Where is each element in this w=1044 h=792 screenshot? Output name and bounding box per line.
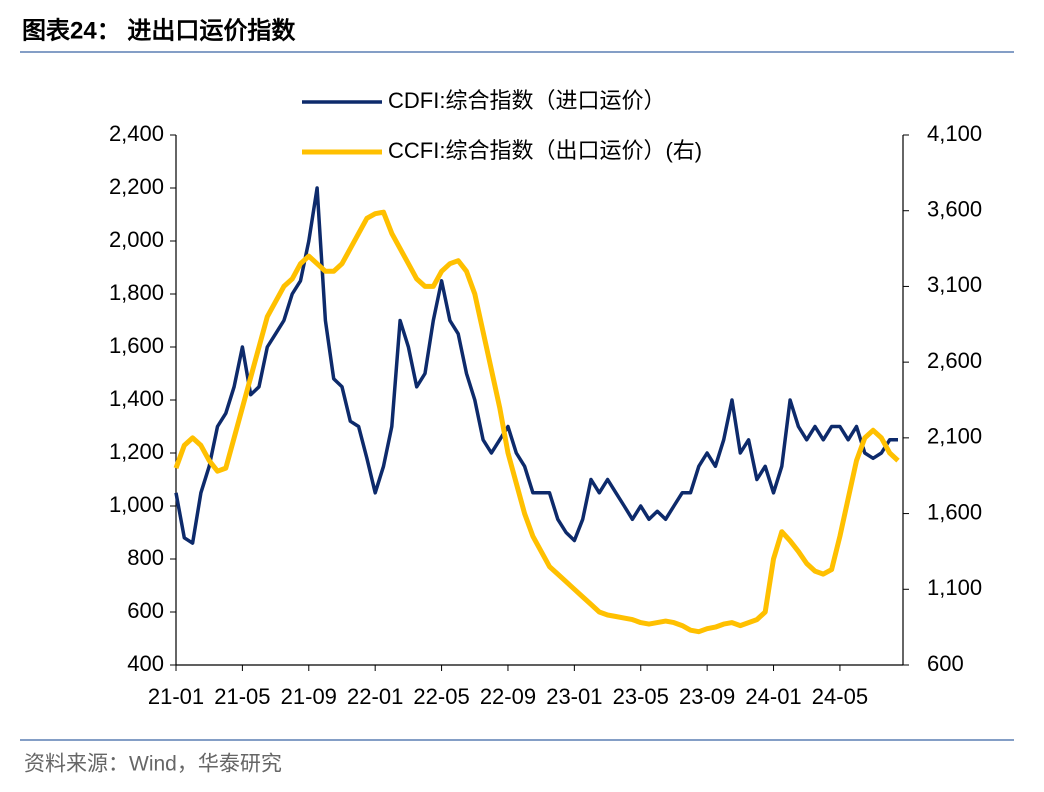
y-tick-label: 2,400 xyxy=(109,121,164,146)
x-tick-label: 23-09 xyxy=(679,684,735,709)
y2-tick-label: 2,600 xyxy=(927,348,982,373)
y-tick-label: 600 xyxy=(127,598,164,623)
x-tick-label: 21-05 xyxy=(214,684,270,709)
y2-tick-label: 1,100 xyxy=(927,575,982,600)
y-tick-label: 2,000 xyxy=(109,227,164,252)
x-tick-label: 22-09 xyxy=(480,684,536,709)
y-tick-label: 400 xyxy=(127,651,164,676)
y-tick-label: 1,200 xyxy=(109,439,164,464)
x-tick-label: 23-05 xyxy=(613,684,669,709)
series-line xyxy=(173,209,900,635)
x-tick-label: 21-09 xyxy=(281,684,337,709)
legend-label: CCFI:综合指数（出口运价）(右) xyxy=(388,138,702,163)
legend-label: CDFI:综合指数（进口运价） xyxy=(388,88,665,113)
x-tick-label: 23-01 xyxy=(546,684,602,709)
y-tick-label: 1,600 xyxy=(109,333,164,358)
series-line xyxy=(174,186,898,545)
y-tick-label: 800 xyxy=(127,545,164,570)
chart-title: 图表24： 进出口运价指数 xyxy=(22,17,296,44)
y2-tick-label: 600 xyxy=(927,651,964,676)
y-tick-label: 2,200 xyxy=(109,174,164,199)
y-tick-label: 1,000 xyxy=(109,492,164,517)
x-tick-label: 22-05 xyxy=(413,684,469,709)
y2-tick-label: 3,100 xyxy=(927,272,982,297)
y2-tick-label: 3,600 xyxy=(927,197,982,222)
y2-tick-label: 1,600 xyxy=(927,499,982,524)
x-tick-label: 24-01 xyxy=(745,684,801,709)
y-tick-label: 1,800 xyxy=(109,280,164,305)
x-tick-label: 21-01 xyxy=(148,684,204,709)
x-tick-label: 24-05 xyxy=(812,684,868,709)
y-tick-label: 1,400 xyxy=(109,386,164,411)
y2-tick-label: 2,100 xyxy=(927,424,982,449)
x-tick-label: 22-01 xyxy=(347,684,403,709)
y2-tick-label: 4,100 xyxy=(927,121,982,146)
source: 资料来源：Wind，华泰研究 xyxy=(24,753,282,776)
